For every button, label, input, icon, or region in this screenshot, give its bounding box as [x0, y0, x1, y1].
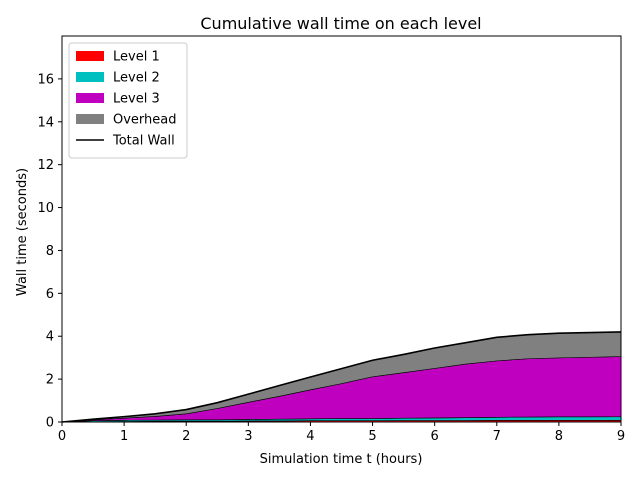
legend: Level 1 Level 2 Level 3 Overhead Total Wall: [68, 42, 188, 159]
legend-swatch-level-1: [76, 51, 104, 61]
x-tick-label: 4: [306, 429, 314, 444]
y-tick-label: 0: [46, 416, 54, 431]
legend-label-level-3: Level 3: [113, 92, 160, 107]
x-tick-label: 5: [368, 429, 376, 444]
y-axis-label: Wall time (seconds): [15, 168, 30, 296]
chart-title: Cumulative wall time on each level: [200, 14, 481, 33]
x-tick-label: 6: [431, 429, 439, 444]
legend-swatch-overhead: [76, 114, 104, 124]
legend-label-overhead: Overhead: [113, 113, 177, 128]
y-tick-label: 6: [46, 287, 54, 302]
x-tick-label: 1: [120, 429, 128, 444]
legend-label-level-1: Level 1: [113, 50, 160, 65]
x-tick-label: 8: [555, 429, 563, 444]
x-axis-label: Simulation time t (hours): [260, 452, 423, 467]
y-tick-label: 8: [46, 244, 54, 259]
legend-label-total-wall: Total Wall: [112, 134, 175, 149]
x-tick-label: 9: [617, 429, 625, 444]
x-tick-label: 7: [493, 429, 501, 444]
y-tick-label: 4: [46, 330, 54, 345]
axes-frame: [61, 35, 622, 423]
legend-label-level-2: Level 2: [113, 71, 160, 86]
y-tick-label: 2: [46, 373, 54, 388]
legend-swatch-level-3: [76, 93, 104, 103]
y-tick-label: 16: [37, 72, 54, 87]
x-tick-label: 3: [244, 429, 252, 444]
y-tick-label: 10: [37, 201, 54, 216]
legend-swatch-level-2: [76, 72, 104, 82]
line-total-wall: [61, 331, 622, 423]
legend-box: [68, 42, 188, 159]
x-tick-label: 2: [182, 429, 190, 444]
y-tick-label: 14: [37, 115, 54, 130]
x-tick-label: 0: [58, 429, 66, 444]
y-tick-label: 12: [37, 158, 54, 173]
